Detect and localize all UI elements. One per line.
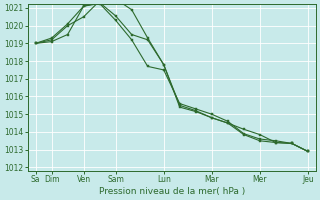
- X-axis label: Pression niveau de la mer( hPa ): Pression niveau de la mer( hPa ): [99, 187, 245, 196]
